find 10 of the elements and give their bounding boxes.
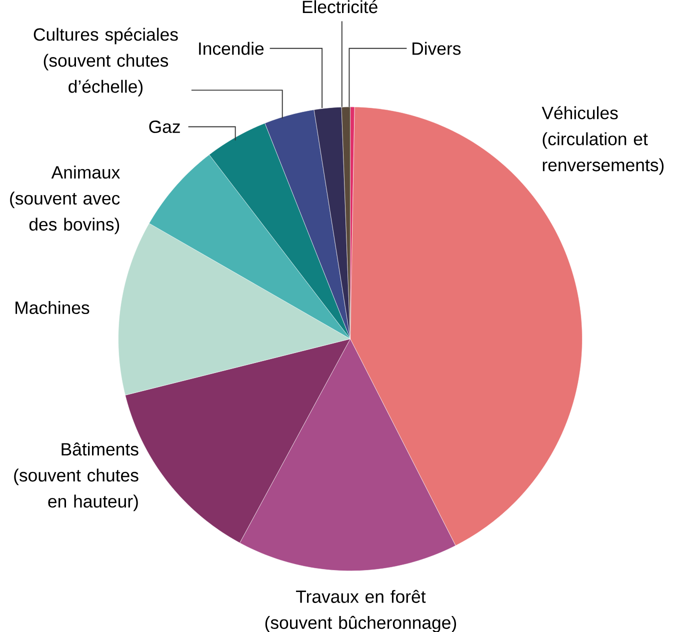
slice-label: Incendie [199, 42, 264, 55]
slice-label: Véhicules (circulation et renversements) [542, 106, 664, 175]
slice-label: Cultures spéciales (souvent chutes d’échelle) [34, 27, 178, 96]
slice-label: Divers [412, 42, 461, 55]
slice-label: Travaux en forêt (souvent bûcheronnage) [265, 590, 456, 632]
slice-label: Electricité [302, 0, 378, 13]
slice-label: Gaz [149, 120, 180, 133]
slice-label: Bâtiments (souvent chutes en hauteur) [14, 442, 138, 511]
slice-label: Machines [16, 300, 90, 314]
slice-label: Animaux (souvent avec des bovins) [10, 165, 120, 234]
